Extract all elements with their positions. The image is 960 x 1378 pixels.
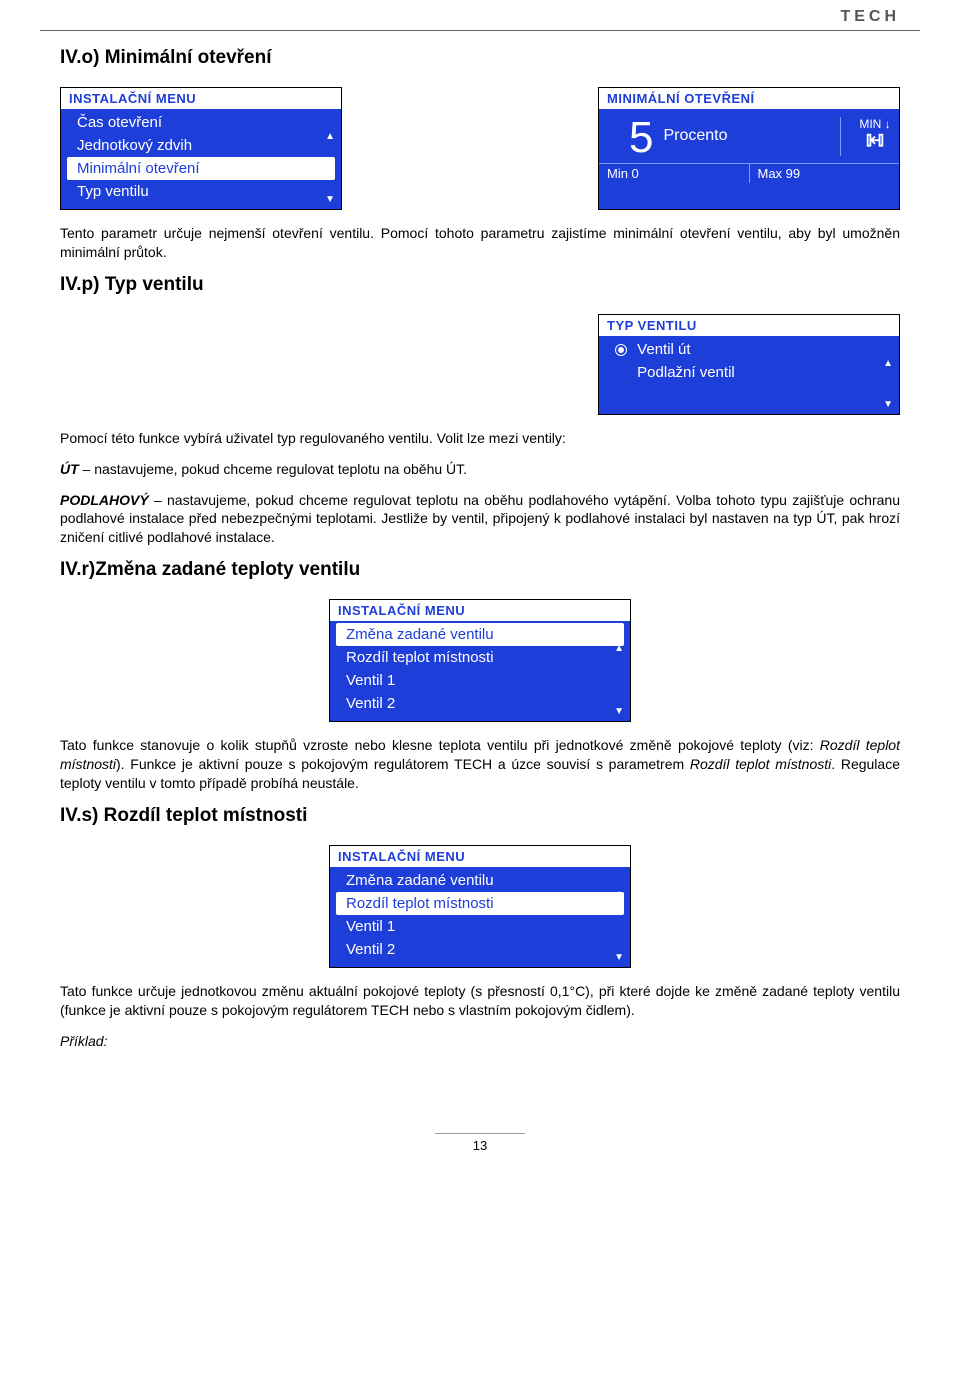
scroll-down-icon: ▼ [614, 952, 624, 963]
lcd-value-o-max: Max 99 [749, 164, 900, 183]
lcd-value-o-unit: Procento [663, 127, 727, 145]
para-iv-r: Tato funkce stanovuje o kolik stupňů vzr… [60, 736, 900, 793]
lcd-menu-o-title: INSTALAČNÍ MENU [61, 88, 341, 109]
lcd-value-o: MINIMÁLNÍ OTEVŘENÍ 5 Procento MIN ↓ Min … [598, 87, 900, 210]
lcd-row-r: INSTALAČNÍ MENU Změna zadané ventilu Roz… [60, 599, 900, 722]
top-rule [40, 30, 920, 31]
lcd-menu-p-title: TYP VENTILU [599, 315, 899, 336]
page-number: 13 [0, 1138, 960, 1163]
lcd-menu-r-title: INSTALAČNÍ MENU [330, 600, 630, 621]
para-iv-p-ut: ÚT – nastavujeme, pokud chceme regulovat… [60, 460, 900, 479]
para-iv-p-intro: Pomocí této funkce vybírá uživatel typ r… [60, 429, 900, 448]
lcd-menu-o-item: Čas otevření [67, 111, 335, 134]
scroll-up-icon: ▲ [614, 643, 624, 654]
lcd-menu-s-item: Ventil 2 [336, 938, 624, 961]
scroll-down-icon: ▼ [883, 399, 893, 410]
lcd-menu-r-item-selected: Změna zadané ventilu [336, 623, 624, 646]
lcd-menu-p-item: Podlažní ventil [605, 361, 893, 384]
lcd-row-o: INSTALAČNÍ MENU Čas otevření Jednotkový … [60, 87, 900, 210]
para-iv-o: Tento parametr určuje nejmenší otevření … [60, 224, 900, 262]
term-podlahovy: PODLAHOVÝ [60, 492, 149, 508]
lcd-menu-s-title: INSTALAČNÍ MENU [330, 846, 630, 867]
term-podlahovy-body: – nastavujeme, pokud chceme regulovat te… [60, 492, 900, 546]
lcd-menu-p-item-label: Ventil út [637, 341, 690, 358]
lcd-menu-s-item: Ventil 1 [336, 915, 624, 938]
lcd-menu-o-item: Typ ventilu [67, 180, 335, 203]
lcd-menu-r-item: Rozdíl teplot místnosti [336, 646, 624, 669]
lcd-menu-s-item: Změna zadané ventilu [336, 869, 624, 892]
para-iv-p-pod: PODLAHOVÝ – nastavujeme, pokud chceme re… [60, 491, 900, 548]
scroll-down-icon: ▼ [614, 706, 624, 717]
lcd-value-o-number: 5 [599, 109, 663, 163]
radio-on-icon [615, 344, 627, 356]
lcd-menu-p-item-label: Podlažní ventil [637, 364, 735, 381]
para-iv-s: Tato funkce určuje jednotkovou změnu akt… [60, 982, 900, 1020]
scroll-up-icon: ▲ [883, 358, 893, 369]
lcd-menu-s: INSTALAČNÍ MENU Změna zadané ventilu Roz… [329, 845, 631, 968]
lcd-menu-s-item-selected: Rozdíl teplot místnosti [336, 892, 624, 915]
heading-iv-s: IV.s) Rozdíl teplot místnosti [60, 805, 900, 827]
scroll-up-icon: ▲ [614, 889, 624, 900]
scroll-down-icon: ▼ [325, 194, 335, 205]
lcd-menu-o-item: Jednotkový zdvih [67, 134, 335, 157]
lcd-value-o-title: MINIMÁLNÍ OTEVŘENÍ [599, 88, 899, 109]
para-iv-r-a: Tato funkce stanovuje o kolik stupňů vzr… [60, 737, 820, 753]
heading-iv-p: IV.p) Typ ventilu [60, 274, 900, 296]
lcd-menu-o-item-selected: Minimální otevření [67, 157, 335, 180]
lcd-menu-o: INSTALAČNÍ MENU Čas otevření Jednotkový … [60, 87, 342, 210]
lcd-value-o-min: Min 0 [599, 164, 749, 183]
para-iv-r-italic2: Rozdíl teplot místnosti [690, 756, 831, 772]
lcd-row-p: TYP VENTILU Ventil út Podlažní ventil ▲ … [60, 314, 900, 415]
heading-iv-o: IV.o) Minimální otevření [60, 47, 900, 69]
term-ut-body: – nastavujeme, pokud chceme regulovat te… [79, 461, 467, 477]
lcd-menu-p: TYP VENTILU Ventil út Podlažní ventil ▲ … [598, 314, 900, 415]
lcd-menu-p-item: Ventil út [605, 338, 893, 361]
lcd-menu-r-item: Ventil 1 [336, 669, 624, 692]
min-limit-icon [864, 131, 886, 153]
brand-header: TECH [0, 0, 960, 30]
heading-iv-r: IV.r)Změna zadané teploty ventilu [60, 559, 900, 581]
footer-rule [435, 1133, 525, 1134]
term-ut: ÚT [60, 461, 79, 477]
lcd-menu-r: INSTALAČNÍ MENU Změna zadané ventilu Roz… [329, 599, 631, 722]
lcd-value-o-side: MIN ↓ [840, 117, 899, 156]
lcd-value-o-side-tag: MIN ↓ [851, 117, 899, 131]
scroll-up-icon: ▲ [325, 131, 335, 142]
lcd-row-s: INSTALAČNÍ MENU Změna zadané ventilu Roz… [60, 845, 900, 968]
para-iv-r-a2: ). Funkce je aktivní pouze s pokojovým r… [116, 756, 690, 772]
lcd-menu-r-item: Ventil 2 [336, 692, 624, 715]
example-label: Příklad: [60, 1032, 900, 1051]
page-body: IV.o) Minimální otevření INSTALAČNÍ MENU… [0, 47, 960, 1103]
